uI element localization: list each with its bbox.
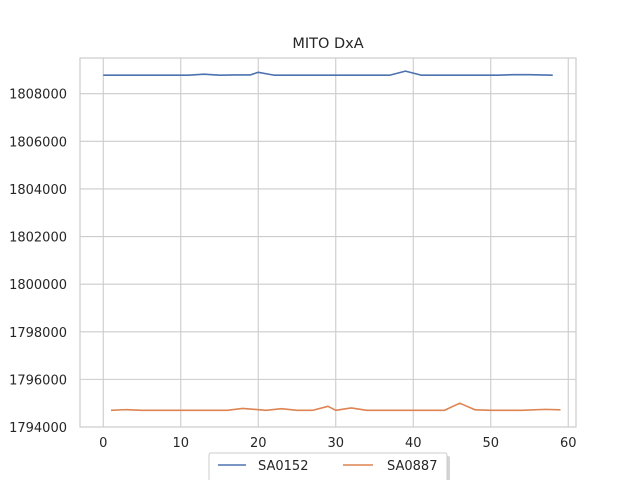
y-tick-label: 1808000 (9, 88, 67, 103)
y-tick-label: 1796000 (9, 373, 67, 388)
x-tick-label: 10 (172, 436, 189, 451)
series-line-sa0152 (103, 70, 553, 76)
x-tick-label: 0 (99, 436, 107, 451)
x-tick-label: 40 (405, 436, 422, 451)
legend-box (208, 452, 448, 480)
y-tick-label: 1798000 (9, 326, 67, 341)
x-tick-label: 20 (250, 436, 267, 451)
plot-frame (79, 57, 577, 428)
legend-label-sa0152: SA0152 (258, 459, 308, 474)
y-tick-label: 1800000 (9, 278, 67, 293)
y-tick-label: 1804000 (9, 183, 67, 198)
series-layer (103, 70, 561, 412)
x-axis: 0 10 20 30 40 50 60 (99, 436, 576, 451)
legend: SA0152 SA0887 (208, 452, 450, 480)
grid (80, 58, 576, 428)
y-tick-label: 1794000 (9, 421, 67, 436)
legend-label-sa0887: SA0887 (387, 459, 437, 474)
y-tick-label: 1806000 (9, 135, 67, 150)
y-axis: 1794000 1796000 1798000 1800000 1802000 18040… (9, 88, 67, 436)
y-tick-label: 1802000 (9, 231, 67, 246)
x-tick-label: 60 (560, 436, 577, 451)
x-tick-label: 50 (482, 436, 499, 451)
series-line-sa0887 (110, 402, 561, 412)
chart-title: MITO DxA (292, 36, 363, 52)
x-tick-label: 30 (327, 436, 344, 451)
